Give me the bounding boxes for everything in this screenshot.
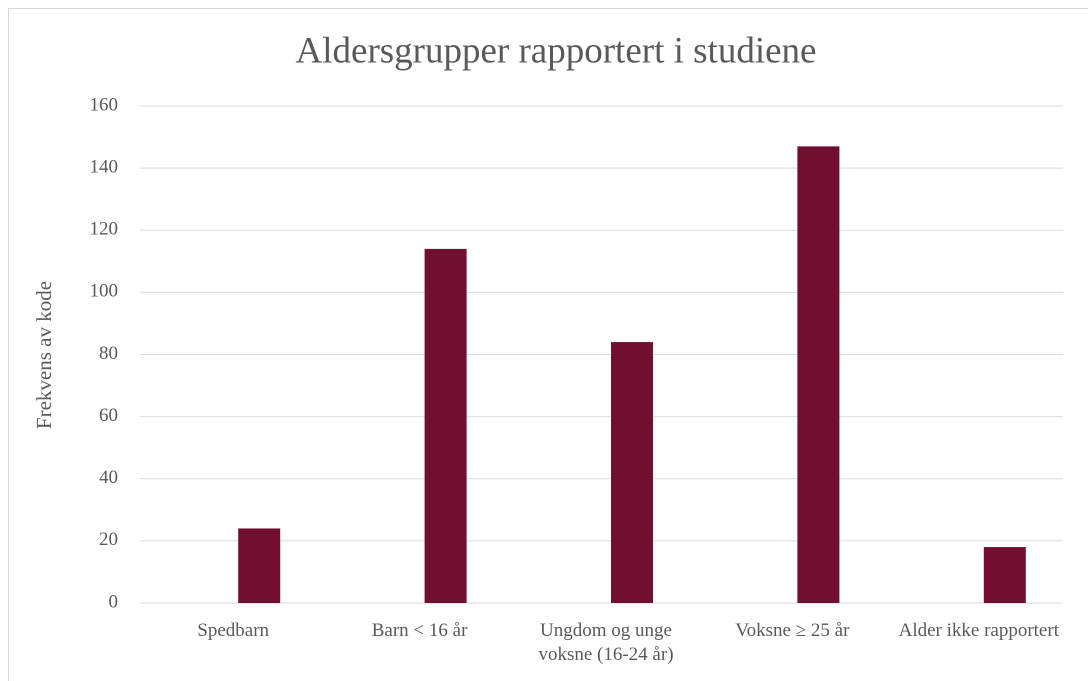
bar — [611, 342, 653, 603]
y-tick-label: 0 — [109, 591, 119, 612]
bar — [983, 547, 1026, 603]
bar — [424, 248, 467, 603]
y-tick-label: 60 — [99, 405, 118, 426]
y-tick-label: 20 — [99, 529, 118, 550]
y-tick-label: 140 — [90, 156, 119, 177]
y-tick-label: 160 — [90, 94, 119, 115]
bar — [797, 146, 840, 603]
y-tick-label: 100 — [90, 281, 119, 302]
x-tick-label: Alder ikke rapportert — [898, 620, 1059, 641]
y-tick-label: 120 — [90, 219, 119, 240]
bar — [238, 528, 281, 603]
chart-border — [8, 8, 1088, 681]
x-tick-label: Spedbarn — [197, 620, 270, 641]
y-tick-label: 80 — [99, 343, 118, 364]
x-tick-label: Barn < 16 år — [371, 620, 468, 641]
x-tick-label: Voksne ≥ 25 år — [735, 620, 850, 641]
y-axis-label: Frekvens av kode — [32, 281, 56, 429]
y-tick-label: 40 — [99, 467, 118, 488]
chart-title: Aldersgrupper rapportert i studiene — [296, 30, 817, 71]
x-tick-label: Ungdom og unge voksne (16-24 år) — [538, 620, 674, 665]
